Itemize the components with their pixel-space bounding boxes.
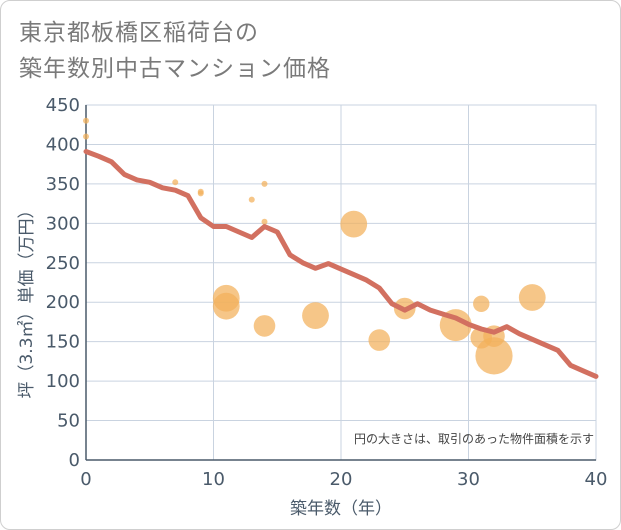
bubble-point [518,284,546,311]
bubble-point [248,196,255,203]
y-tick-label: 350 [46,174,80,195]
y-tick-label: 100 [46,371,80,392]
x-axis-ticks: 0 10 20 30 40 [80,469,607,490]
bubble-point [340,210,368,238]
bubble-point [197,188,204,195]
x-tick-label: 30 [457,469,480,490]
y-tick-label: 150 [46,332,80,353]
bubble-point [302,302,329,330]
x-axis-title: 築年数（年） [290,499,392,519]
grid-lines [85,104,597,461]
y-tick-label: 400 [46,134,80,155]
trend-series-line [83,149,599,379]
trend-line [83,149,599,379]
bubbles [83,117,546,375]
bubble-point [475,337,513,375]
y-axis-ticks: 0 50 100 150 200 250 300 350 400 450 [46,95,80,471]
x-tick-label: 0 [80,469,91,490]
size-note: 円の大きさは、取引のあった物件面積を示す [354,431,594,446]
y-tick-label: 300 [46,213,80,234]
y-tick-label: 50 [57,411,80,432]
chart-title-line-2: 築年数別中古マンション価格 [19,56,331,82]
x-tick-label: 10 [202,469,225,490]
bubble-point [261,180,268,187]
x-tick-label: 20 [330,469,353,490]
y-tick-label: 450 [46,95,80,116]
bubble-point [212,292,240,320]
bubble-point [261,218,268,225]
bubble-point [83,133,89,140]
y-tick-label: 200 [46,292,80,313]
chart-title: 東京都板橋区稲荷台の 築年数別中古マンション価格 [19,15,331,87]
x-tick-label: 40 [585,469,608,490]
y-axis-title: 坪（3.3㎡）単価（万円） [17,201,37,398]
bubble-point [368,329,391,351]
chart-title-line-1: 東京都板橋区稲荷台の [19,20,259,46]
bubble-point [473,295,490,312]
y-tick-label: 250 [46,253,80,274]
bubble-point [253,315,276,337]
bubble-point [83,117,89,124]
bubble-point [172,179,179,186]
y-tick-label: 0 [69,450,80,471]
